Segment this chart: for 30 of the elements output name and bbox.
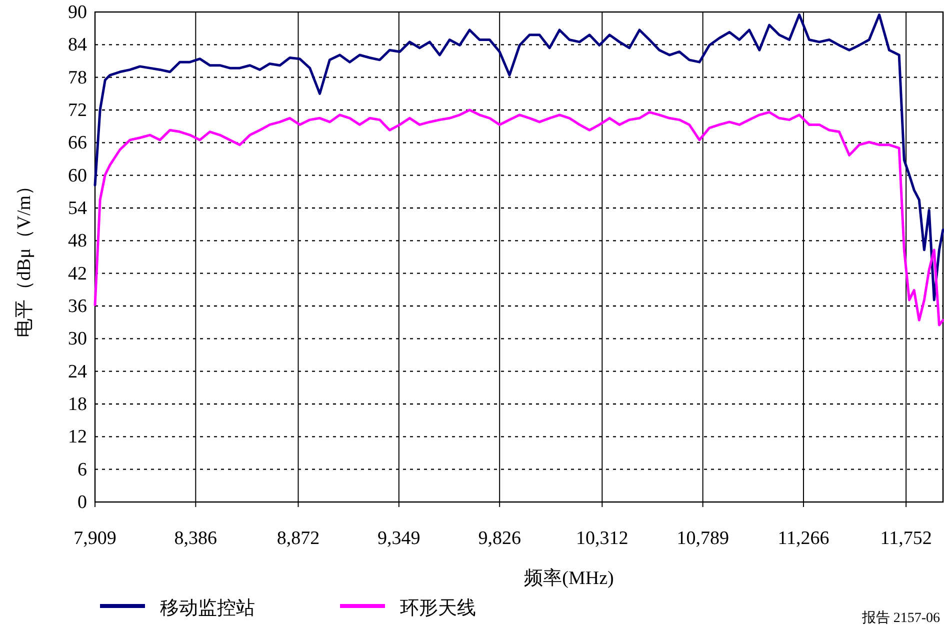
y-tick-label: 36 [68,296,87,317]
y-tick-label: 66 [68,132,87,154]
y-tick-label: 6 [78,459,87,480]
x-axis-title: 频率(MHz) [524,567,614,589]
y-tick-label: 60 [68,165,87,186]
y-axis-title: 电平（dBμ（V/m） [14,176,35,338]
y-tick-label: 78 [68,67,87,88]
x-tick-label: 7,909 [74,528,116,549]
y-tick-label: 0 [78,492,87,513]
y-tick-label: 24 [68,361,88,382]
x-tick-label: 10,789 [676,528,729,549]
y-tick-label: 90 [68,2,87,23]
y-tick-label: 18 [68,394,87,415]
x-tick-label: 8,872 [276,528,320,549]
x-tick-label: 8,386 [174,528,218,549]
y-tick-label: 42 [68,263,87,284]
legend-label: 移动监控站 [160,598,255,619]
x-tick-label: 10,312 [576,528,628,549]
y-tick-label: 48 [68,230,87,252]
y-tick-label: 84 [68,34,88,56]
y-tick-label: 54 [68,198,88,219]
text: 报告 2157-06 [860,610,940,626]
y-tick-label: 72 [68,100,87,121]
legend-label: 环形天线 [400,598,476,619]
x-tick-label: 11,752 [880,528,932,549]
y-tick-label: 12 [68,426,87,448]
y-tick-label: 30 [68,328,87,350]
x-tick-label: 9,826 [478,528,521,549]
x-tick-label: 11,266 [778,528,830,549]
x-tick-label: 9,349 [378,528,420,549]
